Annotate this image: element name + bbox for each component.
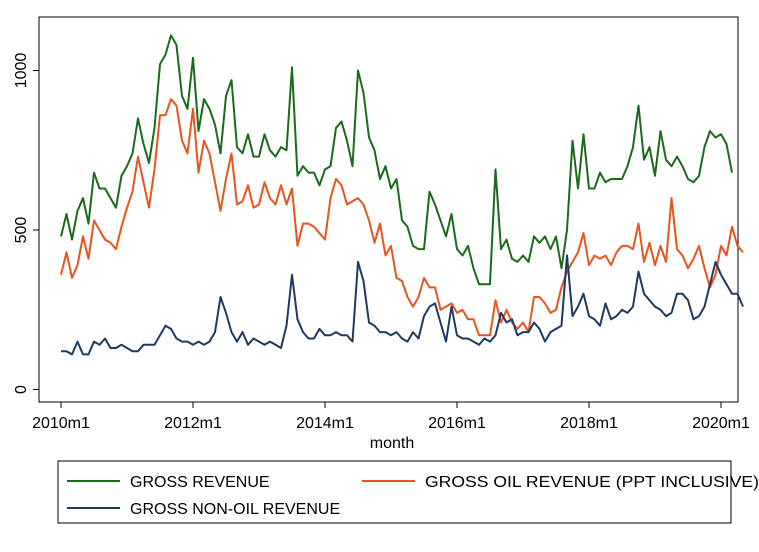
plot-frame [38,16,739,403]
x-axis-title: month [370,435,414,452]
legend-box [57,460,732,524]
x-tick-label: 2020m1 [692,415,750,432]
x-tick-label: 2014m1 [296,415,354,432]
series-line-gross-non-oil-revenue [61,254,744,356]
y-tick-label: 500 [13,217,30,244]
y-axis: 0 500 1000 [13,53,39,394]
x-tick-label: 2012m1 [164,415,222,432]
x-tick-label: 2018m1 [560,415,618,432]
legend-label-gross-oil-revenue: GROSS OIL REVENUE (PPT INCLUSIVE) [425,474,759,491]
plot-series [60,34,744,356]
x-tick-label: 2016m1 [428,415,486,432]
series-line-gross-revenue [60,34,733,286]
legend: GROSS REVENUE GROSS OIL REVENUE (PPT INC… [57,460,759,524]
series-line-gross-oil-revenue-ppt-inclusive [60,98,744,337]
y-tick-label: 0 [13,385,30,394]
legend-label-gross-non-oil-revenue: GROSS NON-OIL REVENUE [130,501,340,518]
x-axis: 2010m1 2012m1 2014m1 2016m1 2018m1 2020m1 [32,402,750,432]
x-tick-label: 2010m1 [32,415,90,432]
y-tick-label: 1000 [13,53,30,89]
legend-label-gross-revenue: GROSS REVENUE [130,474,270,491]
